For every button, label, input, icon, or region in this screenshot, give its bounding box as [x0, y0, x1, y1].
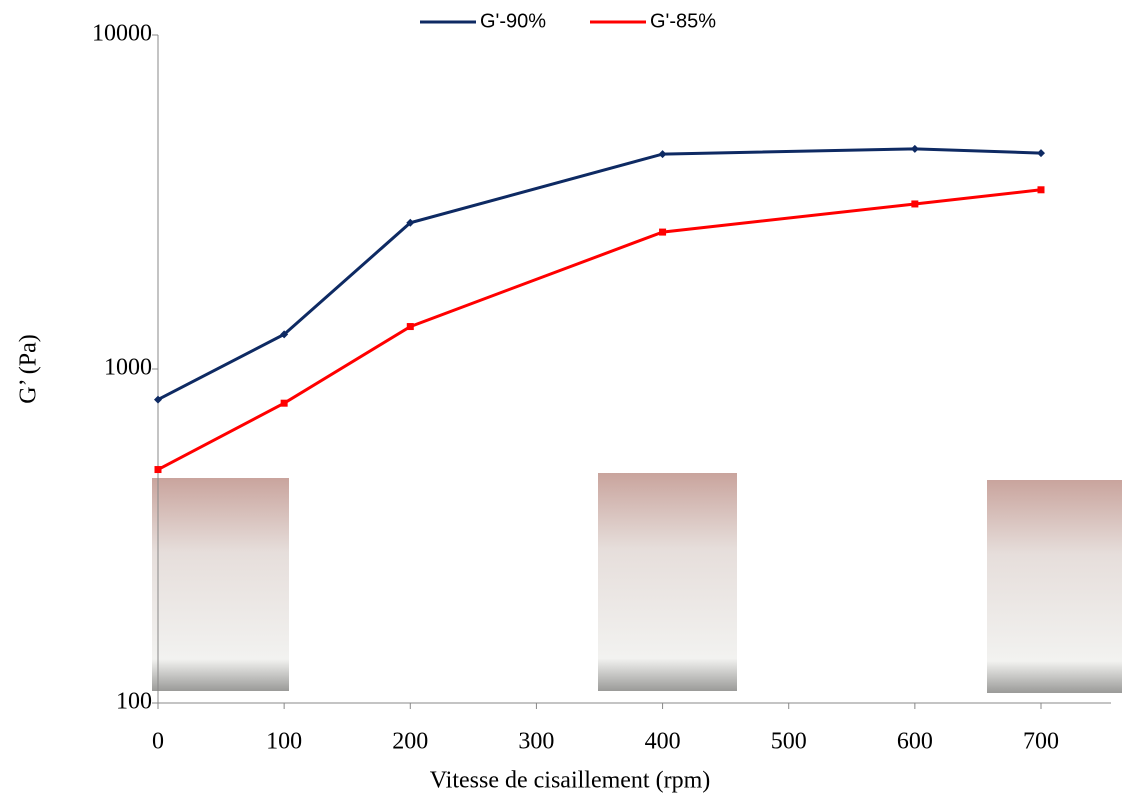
marker — [659, 228, 667, 236]
x-tick-label: 100 — [266, 729, 302, 755]
marker — [406, 218, 415, 227]
x-tick-label: 600 — [897, 729, 933, 755]
legend-label: G'-90% — [480, 10, 546, 32]
line — [157, 188, 1042, 471]
marker — [280, 330, 289, 339]
sample-photo — [152, 478, 289, 691]
x-tick-label: 200 — [392, 729, 428, 755]
x-tick-label: 300 — [518, 729, 554, 755]
sample-photo — [598, 473, 737, 691]
line — [157, 147, 1042, 401]
x-tick-label: 400 — [645, 729, 681, 755]
x-tick-label: 500 — [771, 729, 807, 755]
marker — [1037, 186, 1045, 194]
x-axis-label: Vitesse de cisaillement (rpm) — [430, 768, 710, 794]
legend-label: G'-85% — [650, 10, 716, 32]
marker — [154, 466, 162, 474]
marker — [154, 395, 162, 404]
marker — [280, 399, 288, 407]
y-tick-label: 10000 — [92, 21, 152, 47]
y-axis-label: G’ (Pa) — [16, 334, 42, 404]
marker — [658, 150, 667, 159]
marker — [910, 144, 919, 153]
x-tick-label: 700 — [1023, 729, 1059, 755]
sample-photo — [987, 480, 1122, 693]
y-tick-label: 100 — [116, 689, 152, 715]
marker — [1037, 149, 1045, 158]
x-tick-label: 0 — [152, 729, 164, 755]
y-tick-label: 1000 — [104, 355, 152, 381]
marker — [406, 323, 414, 331]
marker — [911, 200, 919, 208]
